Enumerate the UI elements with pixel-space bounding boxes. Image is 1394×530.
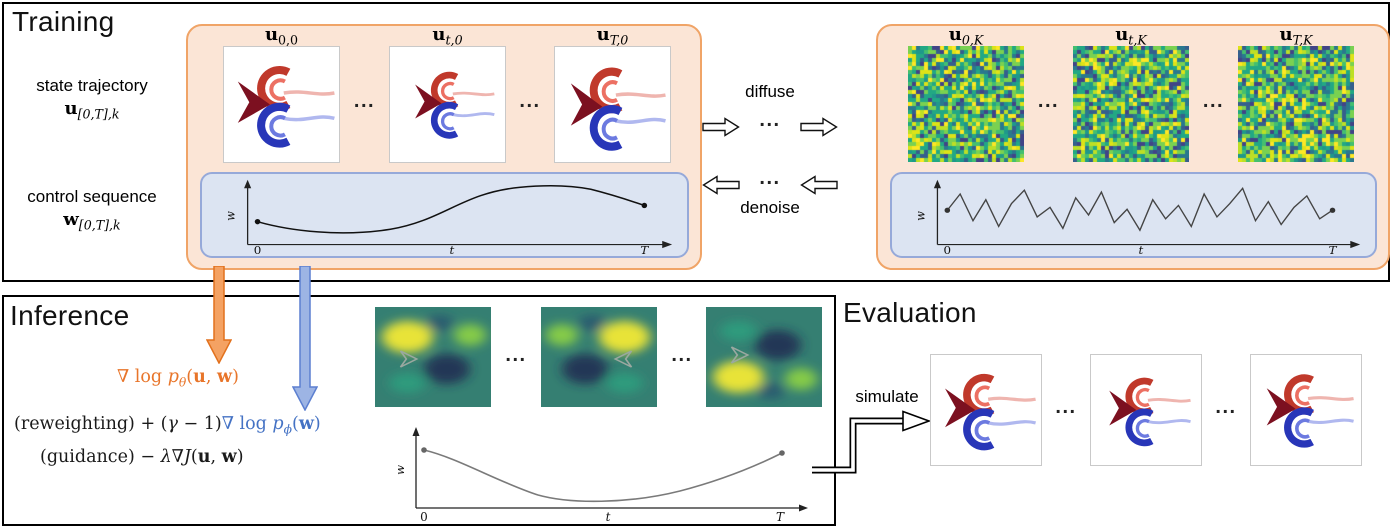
state-trajectory-symbol: u[0,T],k bbox=[64, 98, 120, 122]
control-sequence-symbol: w[0,T],k bbox=[63, 209, 121, 233]
simulated-state-image bbox=[931, 355, 1041, 465]
noise-frame-2 bbox=[1073, 46, 1189, 162]
x-axis-label: t bbox=[1139, 243, 1144, 256]
x-axis-label: t bbox=[450, 243, 455, 256]
vorticity-image bbox=[555, 47, 670, 162]
ellipsis: ... bbox=[1055, 396, 1077, 418]
plot-axes bbox=[412, 427, 808, 512]
ellipsis: ... bbox=[1037, 90, 1060, 112]
inference-control-plot: w 0 t T bbox=[398, 427, 808, 524]
guidance-field-image bbox=[375, 307, 491, 407]
ellipsis: ... bbox=[1215, 396, 1237, 418]
guidance-field-image bbox=[541, 307, 657, 407]
frame-label-uTK: uT,K bbox=[1279, 24, 1313, 48]
x-axis-label: t bbox=[606, 510, 611, 524]
guidance-field-image bbox=[706, 307, 822, 407]
training-title: Training bbox=[12, 6, 115, 37]
ellipsis: ... bbox=[759, 109, 781, 131]
vorticity-image bbox=[224, 47, 339, 162]
noisy-control-curve bbox=[944, 186, 1336, 232]
frame-label-utK: ut,K bbox=[1115, 24, 1147, 48]
noisy-control-plot-panel: w 0 t T bbox=[890, 172, 1377, 258]
noise-image bbox=[908, 46, 1024, 162]
ellipsis: ... bbox=[1202, 90, 1225, 112]
vorticity-image bbox=[390, 47, 505, 162]
control-plot: w 0 t T bbox=[224, 179, 673, 256]
simulated-state-image bbox=[1091, 355, 1201, 465]
x-tick-end: T bbox=[1329, 243, 1338, 256]
guidance-frame-2 bbox=[541, 307, 657, 407]
frame-label-u00: u0,0 bbox=[264, 24, 299, 48]
y-axis-label: w bbox=[224, 211, 238, 221]
guidance-frame-3 bbox=[706, 307, 822, 407]
ellipsis: ... bbox=[519, 90, 541, 112]
control-plot-panel: w 0 t T bbox=[200, 172, 689, 258]
frame-label-uT0: uT,0 bbox=[596, 24, 629, 48]
state-frame-3 bbox=[554, 46, 671, 163]
denoise-arrow-icon bbox=[800, 175, 838, 195]
equation-guidance: (guidance) − λ∇J(u, w) bbox=[40, 447, 244, 467]
inference-curve bbox=[421, 447, 785, 503]
y-axis-label: w bbox=[913, 211, 927, 221]
x-tick-start: 0 bbox=[420, 510, 428, 524]
control-sequence-label: control sequence bbox=[27, 187, 157, 206]
ellipsis: ... bbox=[505, 344, 527, 366]
x-tick-end: T bbox=[640, 243, 649, 256]
plot-axes bbox=[244, 179, 673, 249]
simulate-arrow-icon bbox=[812, 410, 932, 474]
noise-image bbox=[1073, 46, 1189, 162]
plot-axes bbox=[933, 179, 1361, 249]
log-p-theta-arrow-icon bbox=[206, 266, 232, 364]
state-frame-1 bbox=[223, 46, 340, 163]
ellipsis: ... bbox=[759, 167, 781, 189]
evaluation-frame-3 bbox=[1250, 354, 1362, 466]
simulated-state-image bbox=[1251, 355, 1361, 465]
x-tick-start: 0 bbox=[944, 243, 952, 256]
frame-label-u0K: u0,K bbox=[948, 24, 984, 48]
diffuse-label: diffuse bbox=[745, 82, 795, 101]
denoise-label: denoise bbox=[740, 198, 800, 217]
y-axis-label: w bbox=[398, 464, 407, 475]
x-tick-end: T bbox=[776, 510, 785, 524]
state-frame-2 bbox=[389, 46, 506, 163]
noise-image bbox=[1238, 46, 1354, 162]
evaluation-title: Evaluation bbox=[843, 297, 977, 328]
inference-title: Inference bbox=[10, 300, 130, 331]
equation-prior-theta: ∇ log pθ(u, w) bbox=[117, 367, 239, 390]
denoise-arrow-icon bbox=[702, 175, 740, 195]
diffuse-arrow-icon bbox=[702, 117, 740, 137]
noise-frame-3 bbox=[1238, 46, 1354, 162]
x-tick-start: 0 bbox=[254, 243, 262, 256]
log-p-phi-arrow-icon bbox=[292, 266, 318, 411]
state-trajectory-label: state trajectory bbox=[36, 76, 148, 95]
simulate-label: simulate bbox=[855, 387, 919, 406]
evaluation-frame-1 bbox=[930, 354, 1042, 466]
noise-frame-1 bbox=[908, 46, 1024, 162]
frame-label-ut0: ut,0 bbox=[432, 24, 463, 48]
evaluation-frame-2 bbox=[1090, 354, 1202, 466]
ellipsis: ... bbox=[671, 344, 693, 366]
ellipsis: ... bbox=[353, 90, 376, 112]
noisy-control-plot: w 0 t T bbox=[913, 179, 1361, 256]
control-curve bbox=[254, 184, 648, 234]
guidance-frame-1 bbox=[375, 307, 491, 407]
diffuse-arrow-icon bbox=[800, 117, 838, 137]
equation-reweighting: (reweighting) + (γ − 1)∇ log pϕ(w) bbox=[14, 414, 321, 437]
